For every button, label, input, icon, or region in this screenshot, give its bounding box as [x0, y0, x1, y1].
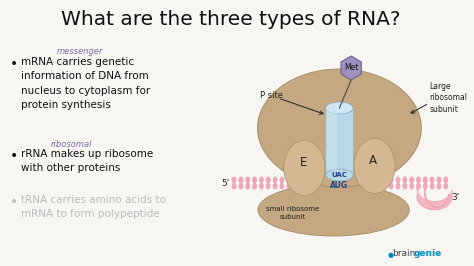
Ellipse shape [348, 177, 353, 184]
Text: small ribosome
subunit: small ribosome subunit [266, 206, 319, 220]
Ellipse shape [437, 177, 441, 184]
Ellipse shape [395, 177, 401, 184]
Text: A: A [369, 155, 377, 168]
Ellipse shape [266, 182, 271, 189]
Ellipse shape [354, 139, 395, 193]
Ellipse shape [314, 177, 319, 184]
Ellipse shape [273, 182, 277, 189]
Ellipse shape [326, 169, 353, 181]
Text: •: • [10, 57, 18, 71]
Ellipse shape [334, 177, 339, 184]
Ellipse shape [320, 177, 325, 184]
Ellipse shape [286, 177, 291, 184]
Ellipse shape [416, 182, 421, 189]
Text: AUG: AUG [330, 181, 348, 189]
Polygon shape [341, 56, 361, 80]
Ellipse shape [341, 177, 346, 184]
Ellipse shape [326, 102, 353, 114]
Text: ●: ● [387, 252, 393, 258]
FancyBboxPatch shape [326, 108, 353, 175]
Ellipse shape [429, 182, 435, 189]
Ellipse shape [429, 177, 435, 184]
Text: 3': 3' [452, 193, 460, 202]
Ellipse shape [368, 177, 373, 184]
Ellipse shape [389, 177, 393, 184]
FancyBboxPatch shape [327, 110, 337, 170]
Ellipse shape [395, 182, 401, 189]
Ellipse shape [355, 177, 359, 184]
Ellipse shape [389, 182, 393, 189]
Ellipse shape [246, 177, 250, 184]
Ellipse shape [284, 140, 325, 196]
Ellipse shape [300, 177, 305, 184]
Text: •: • [10, 195, 18, 209]
Ellipse shape [334, 182, 339, 189]
Ellipse shape [375, 182, 380, 189]
Ellipse shape [402, 182, 407, 189]
Ellipse shape [361, 182, 366, 189]
Ellipse shape [314, 182, 319, 189]
Ellipse shape [375, 177, 380, 184]
Ellipse shape [280, 177, 284, 184]
Ellipse shape [259, 182, 264, 189]
Text: ribosomal: ribosomal [51, 140, 92, 149]
Ellipse shape [293, 182, 298, 189]
Text: Met: Met [344, 64, 358, 73]
Ellipse shape [443, 177, 448, 184]
Text: What are the three types of RNA?: What are the three types of RNA? [62, 10, 401, 29]
Text: E: E [300, 156, 307, 169]
Ellipse shape [232, 177, 237, 184]
Ellipse shape [300, 182, 305, 189]
Ellipse shape [341, 182, 346, 189]
Text: UAC: UAC [331, 172, 347, 178]
Ellipse shape [232, 182, 237, 189]
Ellipse shape [402, 177, 407, 184]
Ellipse shape [307, 177, 311, 184]
Text: messenger: messenger [56, 47, 103, 56]
Ellipse shape [320, 182, 325, 189]
Text: brain: brain [392, 249, 416, 258]
Text: Large
ribosomal
subunit: Large ribosomal subunit [429, 82, 467, 114]
Ellipse shape [348, 182, 353, 189]
Ellipse shape [437, 182, 441, 189]
Ellipse shape [257, 69, 421, 187]
Ellipse shape [355, 182, 359, 189]
Ellipse shape [423, 182, 428, 189]
Ellipse shape [423, 177, 428, 184]
Ellipse shape [327, 177, 332, 184]
Ellipse shape [252, 182, 257, 189]
Text: mRNA carries genetic
information of DNA from
nucleus to cytoplasm for
protein sy: mRNA carries genetic information of DNA … [21, 57, 151, 110]
Ellipse shape [273, 177, 277, 184]
Ellipse shape [327, 182, 332, 189]
Ellipse shape [416, 177, 421, 184]
Ellipse shape [286, 182, 291, 189]
Ellipse shape [252, 177, 257, 184]
Ellipse shape [246, 182, 250, 189]
Ellipse shape [382, 177, 387, 184]
Text: P site: P site [260, 90, 283, 99]
Ellipse shape [266, 177, 271, 184]
Ellipse shape [258, 184, 409, 236]
Ellipse shape [280, 182, 284, 189]
Ellipse shape [259, 177, 264, 184]
Ellipse shape [238, 182, 243, 189]
Ellipse shape [307, 182, 311, 189]
FancyBboxPatch shape [232, 181, 449, 185]
Text: 5': 5' [221, 178, 229, 188]
Text: rRNA makes up ribosome
with other proteins: rRNA makes up ribosome with other protei… [21, 149, 154, 173]
Ellipse shape [409, 182, 414, 189]
Text: genie: genie [414, 249, 442, 258]
Ellipse shape [382, 182, 387, 189]
Ellipse shape [361, 177, 366, 184]
Ellipse shape [443, 182, 448, 189]
Text: •: • [10, 149, 18, 163]
Ellipse shape [409, 177, 414, 184]
Ellipse shape [238, 177, 243, 184]
Ellipse shape [293, 177, 298, 184]
Ellipse shape [368, 182, 373, 189]
Text: tRNA carries amino acids to
mRNA to form polypeptide: tRNA carries amino acids to mRNA to form… [21, 195, 166, 219]
